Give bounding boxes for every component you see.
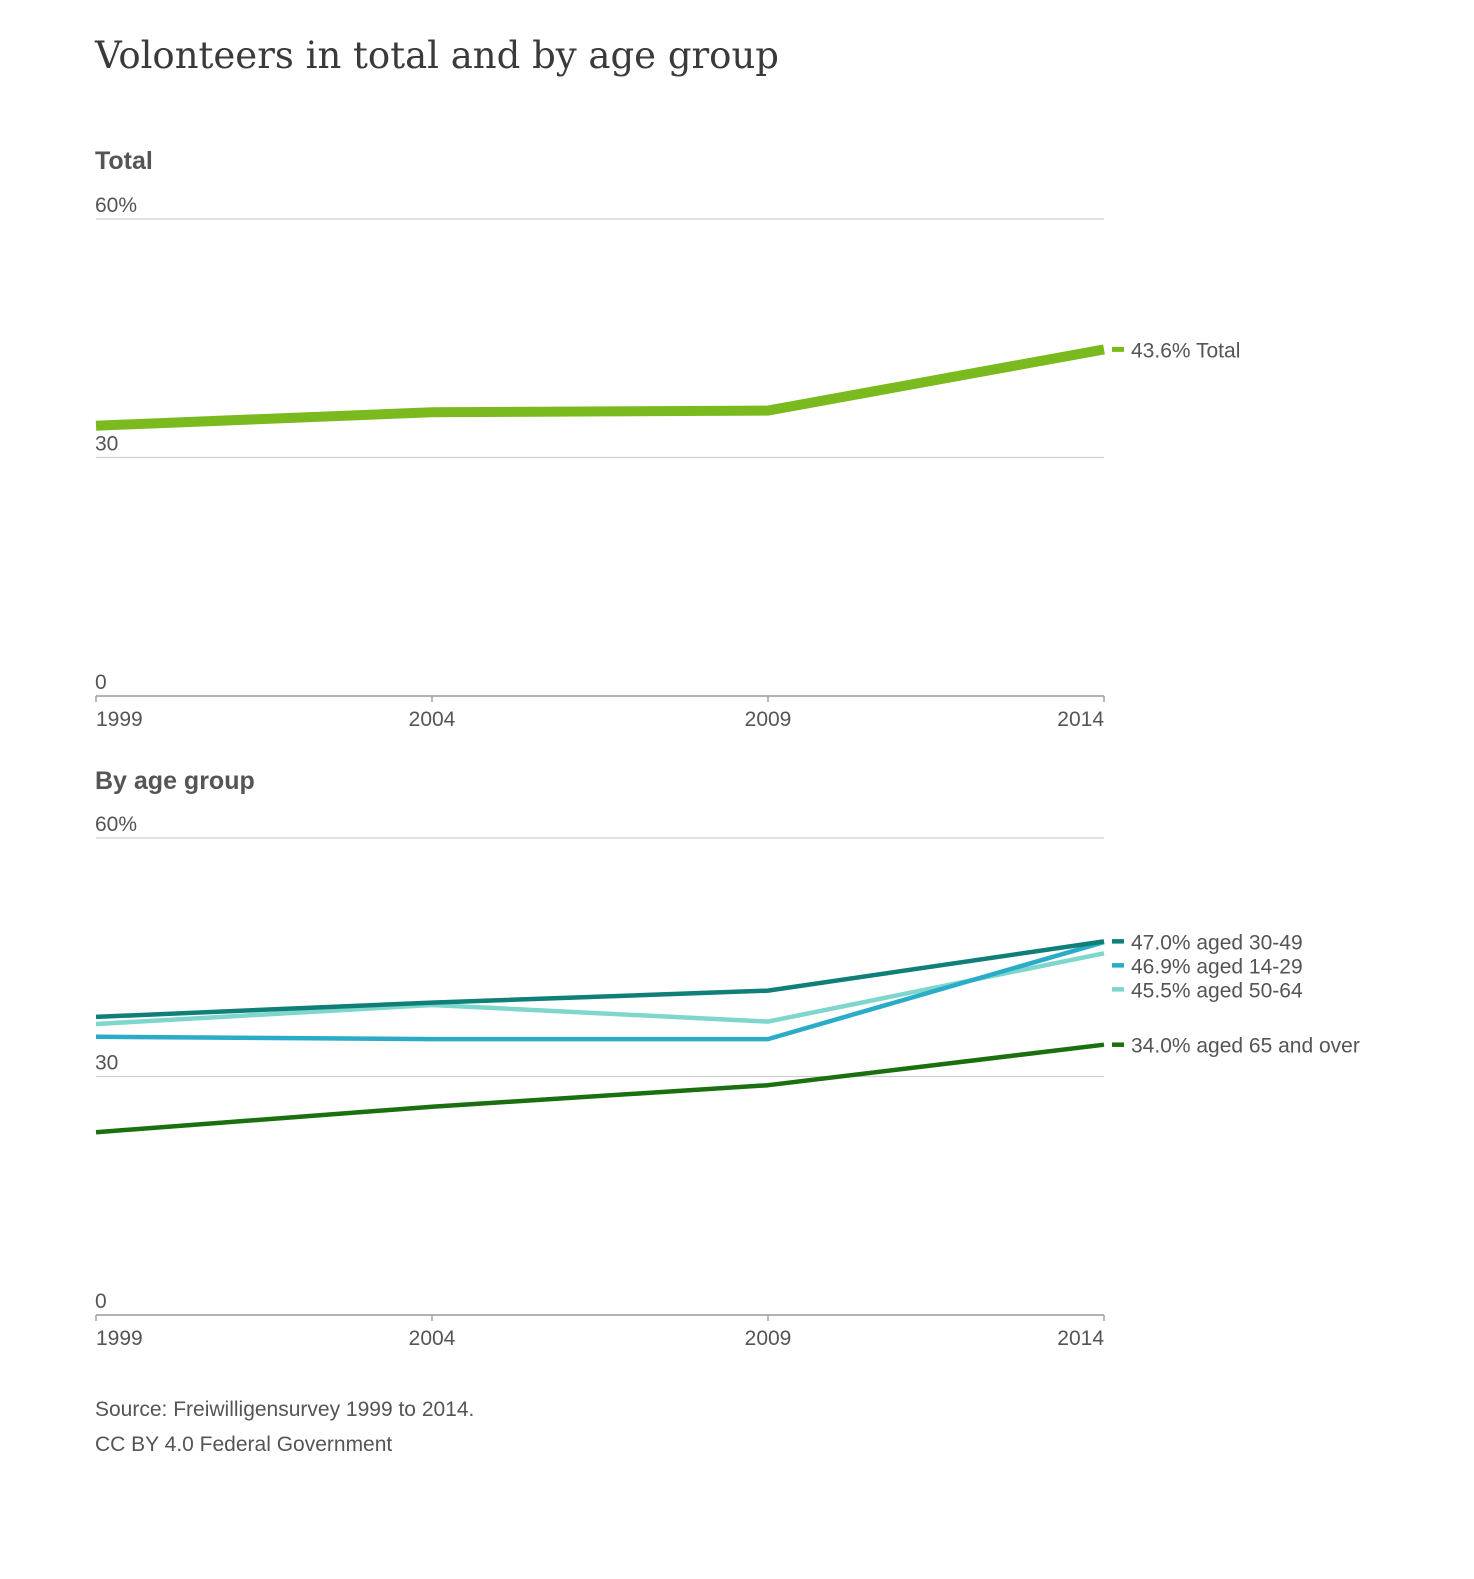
x-tick-label: 2004: [409, 708, 456, 731]
series-end-label: 34.0% aged 65 and over: [1131, 1035, 1360, 1058]
series-name: Total: [1191, 339, 1241, 362]
x-tick-label: 2014: [1057, 1327, 1104, 1350]
y-tick-label: 60%: [95, 194, 137, 217]
series-name: aged 65 and over: [1191, 1035, 1360, 1058]
y-tick-label: 30: [95, 1052, 118, 1075]
series-end-value: 47.0%: [1131, 931, 1191, 954]
y-tick-label: 60%: [95, 813, 137, 836]
y-tick-label: 0: [95, 1290, 107, 1313]
x-tick-label: 2004: [409, 1327, 456, 1350]
series-end-value: 45.5%: [1131, 979, 1191, 1002]
panel-title-age-group: By age group: [95, 767, 255, 795]
series-end-label: 45.5% aged 50-64: [1131, 979, 1303, 1002]
x-tick-label: 1999: [96, 708, 143, 731]
series-name: aged 14-29: [1191, 955, 1303, 978]
series-end-value: 34.0%: [1131, 1035, 1191, 1058]
series-end-label: 47.0% aged 30-49: [1131, 931, 1303, 954]
x-tick-label: 1999: [96, 1327, 143, 1350]
series-end-label: 43.6% Total: [1131, 339, 1240, 362]
source-note: Source: Freiwilligensurvey 1999 to 2014.: [95, 1398, 475, 1421]
series-name: aged 50-64: [1191, 979, 1303, 1002]
x-tick-label: 2014: [1057, 708, 1104, 731]
series-name: aged 30-49: [1191, 931, 1303, 954]
series-line: [95, 1042, 1105, 1135]
x-tick-label: 2009: [745, 708, 792, 731]
y-tick-label: 30: [95, 433, 118, 456]
x-tick-label: 2009: [745, 1327, 792, 1350]
license-note: CC BY 4.0 Federal Government: [95, 1433, 393, 1456]
series-end-value: 46.9%: [1131, 955, 1191, 978]
series-end-label: 46.9% aged 14-29: [1131, 955, 1303, 978]
chart-title: Volonteers in total and by age group: [95, 34, 779, 77]
series-line: [95, 344, 1105, 431]
series-line: [95, 939, 1105, 1042]
series-end-value: 43.6%: [1131, 339, 1191, 362]
series-line: [95, 951, 1105, 1027]
y-tick-label: 0: [95, 671, 107, 694]
series-line: [95, 939, 1105, 1020]
panel-title-total: Total: [95, 147, 153, 175]
